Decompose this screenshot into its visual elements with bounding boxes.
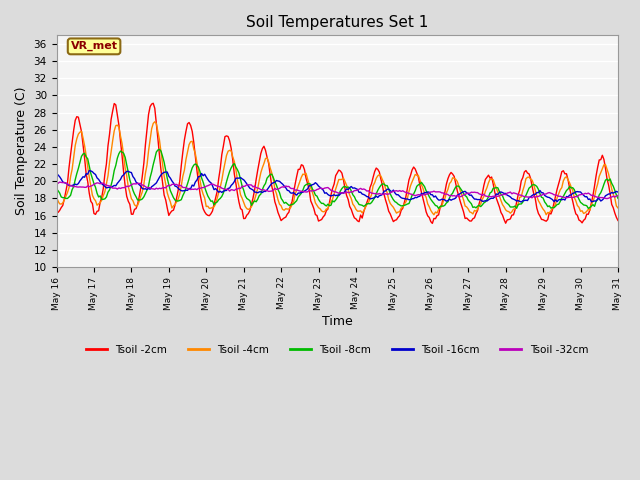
Tsoil -4cm: [52, 194, 60, 200]
Tsoil -8cm: [159, 154, 166, 159]
Tsoil -2cm: [405, 177, 413, 183]
Tsoil -4cm: [393, 210, 401, 216]
Tsoil -2cm: [374, 167, 381, 172]
Tsoil -16cm: [548, 197, 556, 203]
Y-axis label: Soil Temperature (C): Soil Temperature (C): [15, 87, 28, 216]
Tsoil -2cm: [548, 207, 556, 213]
Tsoil -2cm: [159, 180, 166, 186]
Tsoil -4cm: [548, 205, 556, 211]
Tsoil -8cm: [405, 201, 413, 206]
Legend: Tsoil -2cm, Tsoil -4cm, Tsoil -8cm, Tsoil -16cm, Tsoil -32cm: Tsoil -2cm, Tsoil -4cm, Tsoil -8cm, Tsoi…: [82, 341, 592, 359]
Line: Tsoil -4cm: Tsoil -4cm: [56, 122, 618, 215]
Line: Tsoil -2cm: Tsoil -2cm: [56, 103, 618, 223]
Tsoil -2cm: [52, 207, 60, 213]
X-axis label: Time: Time: [322, 315, 353, 328]
Tsoil -16cm: [85, 168, 93, 173]
Tsoil -8cm: [68, 187, 76, 192]
Tsoil -4cm: [614, 205, 622, 211]
Tsoil -32cm: [374, 192, 381, 197]
Text: VR_met: VR_met: [70, 41, 118, 51]
Tsoil -16cm: [517, 199, 525, 205]
Tsoil -4cm: [68, 167, 76, 172]
Tsoil -32cm: [56, 179, 63, 185]
Tsoil -16cm: [52, 170, 60, 176]
Tsoil -16cm: [374, 194, 381, 200]
Line: Tsoil -16cm: Tsoil -16cm: [56, 170, 618, 202]
Tsoil -32cm: [159, 185, 166, 191]
Tsoil -32cm: [603, 196, 611, 202]
Tsoil -2cm: [429, 220, 436, 226]
Tsoil -4cm: [374, 173, 381, 179]
Tsoil -32cm: [52, 181, 60, 187]
Tsoil -4cm: [159, 161, 166, 167]
Tsoil -2cm: [149, 100, 157, 106]
Tsoil -32cm: [405, 191, 413, 196]
Tsoil -2cm: [614, 217, 622, 223]
Tsoil -16cm: [159, 170, 166, 176]
Tsoil -8cm: [548, 204, 556, 210]
Tsoil -16cm: [614, 189, 622, 195]
Tsoil -8cm: [374, 187, 381, 193]
Tsoil -4cm: [430, 212, 438, 217]
Tsoil -32cm: [393, 188, 401, 193]
Tsoil -8cm: [156, 146, 163, 152]
Line: Tsoil -8cm: Tsoil -8cm: [56, 149, 618, 208]
Title: Soil Temperatures Set 1: Soil Temperatures Set 1: [246, 15, 428, 30]
Tsoil -4cm: [151, 119, 159, 125]
Tsoil -8cm: [614, 195, 622, 201]
Tsoil -16cm: [68, 182, 76, 188]
Tsoil -2cm: [68, 140, 76, 146]
Tsoil -8cm: [393, 200, 401, 205]
Line: Tsoil -32cm: Tsoil -32cm: [56, 182, 618, 199]
Tsoil -32cm: [614, 192, 622, 198]
Tsoil -2cm: [393, 217, 401, 223]
Tsoil -32cm: [547, 191, 555, 196]
Tsoil -16cm: [393, 192, 401, 198]
Tsoil -16cm: [405, 197, 413, 203]
Tsoil -32cm: [70, 184, 77, 190]
Tsoil -4cm: [405, 189, 413, 194]
Tsoil -8cm: [52, 186, 60, 192]
Tsoil -8cm: [435, 205, 442, 211]
